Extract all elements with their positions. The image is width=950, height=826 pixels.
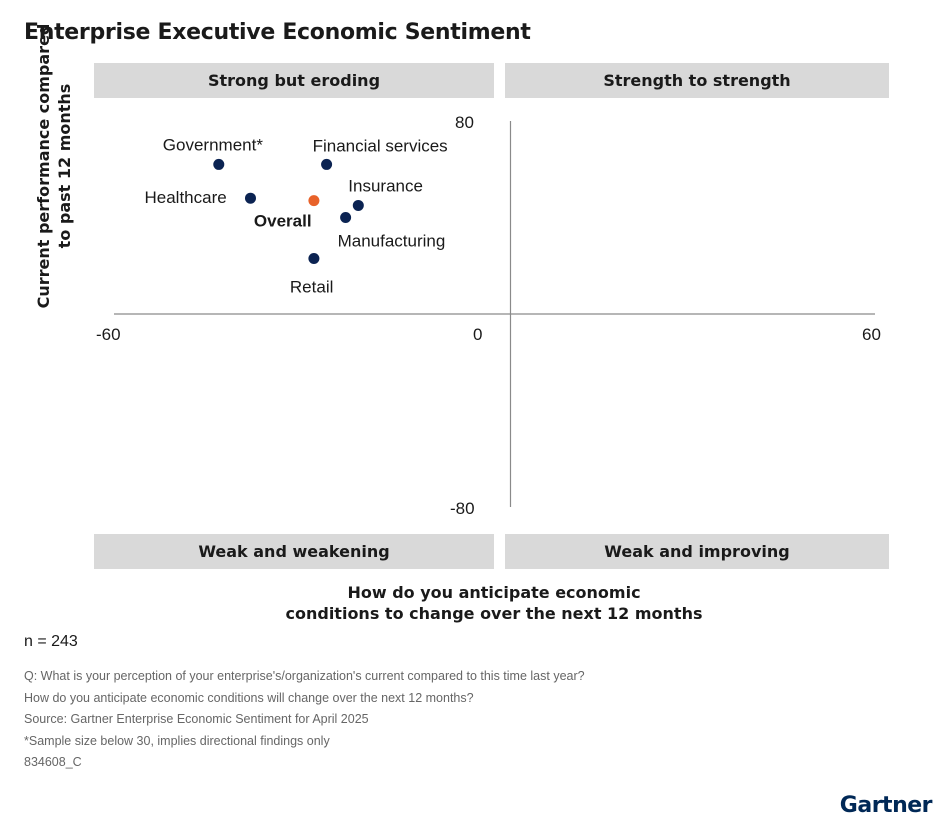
x-tick-label-min: -60 [96, 325, 121, 344]
scatter-point-label: Insurance [348, 176, 423, 195]
scatter-point-label: Government* [163, 135, 264, 154]
footnote-question-2: How do you anticipate economic condition… [24, 690, 474, 705]
y-axis-label: Current performance compared to past 12 … [33, 16, 83, 316]
x-axis-label: How do you anticipate economic condition… [244, 582, 744, 624]
quadrant-label-bottom-right: Weak and improving [505, 534, 889, 569]
x-axis-label-line-2: conditions to change over the next 12 mo… [285, 604, 703, 623]
scatter-point-label: Manufacturing [338, 232, 446, 251]
x-axis-label-line-1: How do you anticipate economic [347, 583, 641, 602]
scatter-point [308, 253, 320, 265]
scatter-point [308, 195, 320, 207]
footnote-sample-note: *Sample size below 30, implies direction… [24, 733, 330, 748]
scatter-point [213, 158, 225, 170]
scatter-point-label: Retail [290, 278, 333, 297]
gartner-logo: Gartner [839, 793, 933, 818]
x-tick-label-zero: 0 [473, 325, 482, 344]
chart-title: Enterprise Executive Economic Sentiment [24, 20, 531, 45]
y-axis-label-line-2: to past 12 months [55, 83, 74, 249]
x-tick-label-max: 60 [862, 325, 881, 344]
sample-size: n = 243 [24, 633, 78, 650]
scatter-point-label: Healthcare [144, 188, 226, 207]
footnote-id: 834608_C [24, 755, 82, 769]
quadrant-label-top-right: Strength to strength [505, 63, 889, 98]
scatter-point [340, 212, 352, 223]
footnote-question-1: Q: What is your perception of your enter… [24, 669, 585, 683]
scatter-point [321, 158, 333, 170]
y-tick-label-min: -80 [450, 499, 475, 518]
scatter-point-label: Financial services [313, 136, 448, 155]
y-axis-label-line-1: Current performance compared [34, 23, 53, 309]
scatter-point [352, 199, 364, 211]
quadrant-label-bottom-left: Weak and weakening [94, 534, 494, 569]
quadrant-label-top-left: Strong but eroding [94, 63, 494, 98]
scatter-point [244, 192, 256, 204]
scatter-point-label: Overall [254, 212, 312, 231]
footnotes: Q: What is your perception of your enter… [24, 666, 585, 774]
y-tick-label-max: 80 [455, 113, 474, 132]
footnote-source: Source: Gartner Enterprise Economic Sent… [24, 712, 369, 726]
